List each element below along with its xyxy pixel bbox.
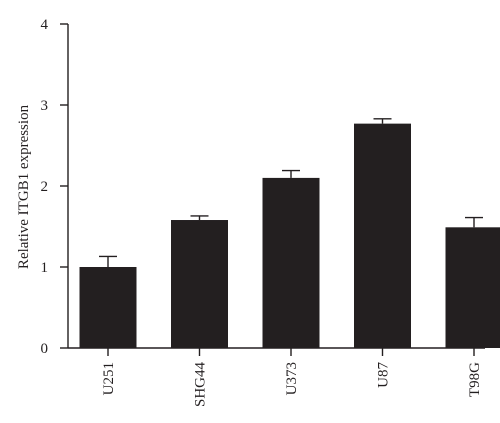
y-tick-label: 4 [41, 17, 49, 33]
bar [445, 227, 500, 348]
x-tick-label: U87 [376, 362, 392, 388]
x-axis [68, 347, 485, 356]
x-tick-label: SHG44 [193, 362, 209, 408]
error-bars [99, 118, 483, 267]
x-tick-label: U373 [284, 362, 300, 395]
y-tick-label: 3 [41, 98, 49, 114]
y-axis [60, 23, 69, 349]
bar [171, 220, 228, 348]
y-tick-label: 0 [41, 341, 49, 357]
x-tick-label: T98G [467, 362, 483, 397]
y-tick-labels: 0 1 2 3 4 [41, 17, 49, 357]
bar [79, 267, 137, 348]
bar [354, 123, 411, 348]
bars [79, 123, 500, 348]
bar [262, 177, 320, 348]
x-tick-label: U251 [101, 362, 117, 395]
y-tick-label: 1 [41, 260, 49, 276]
x-category-labels: U251 SHG44 U373 U87 T98G [101, 362, 483, 408]
y-tick-label: 2 [41, 179, 49, 195]
y-axis-title: Relative ITGB1 expression [16, 104, 32, 269]
